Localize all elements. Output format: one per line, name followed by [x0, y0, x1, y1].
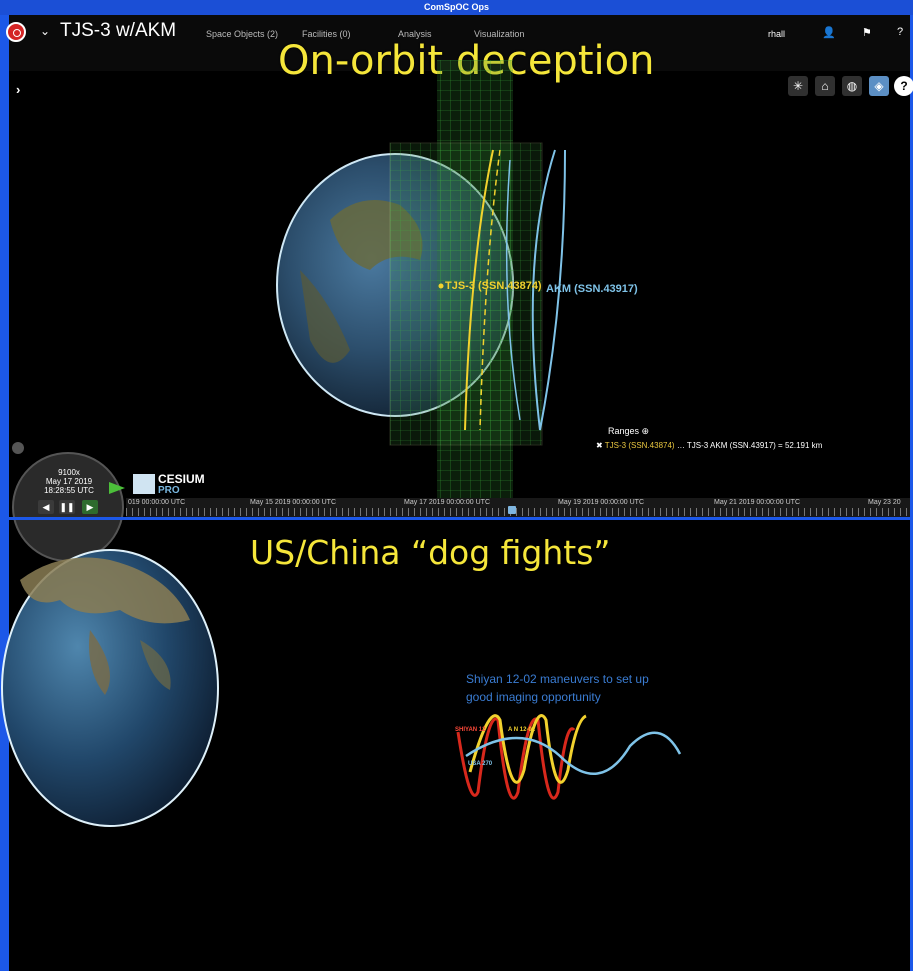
timeline-label: May 17 2019 00:00:00 UTC [404, 499, 490, 506]
clock-settings-icon[interactable] [12, 442, 24, 454]
shuttle-ring-icon[interactable] [109, 478, 131, 498]
menu-space-objects[interactable]: Space Objects (2) [206, 29, 279, 39]
orbit-usa270 [465, 731, 682, 776]
orbit-akm-2 [505, 159, 521, 421]
timeline-label: May 23 20 [868, 499, 901, 506]
land-asia [20, 557, 190, 624]
help-icon[interactable]: ? [897, 26, 904, 38]
clock-readout: 9100x May 17 2019 18:28:55 UTC [44, 468, 94, 495]
user-icon[interactable]: 👤 [822, 27, 836, 39]
sun-icon[interactable]: ✳ [788, 76, 808, 96]
menu-facilities[interactable]: Facilities (0) [302, 29, 351, 39]
close-icon[interactable]: ✖ [596, 441, 603, 450]
orbit-tjs3 [464, 149, 494, 431]
sat-label-akm[interactable]: AKM (SSN.43917) [546, 283, 638, 295]
help-button-icon[interactable]: ? [894, 76, 913, 96]
bottom-overlay-title: US/China “dog fights” [250, 533, 611, 572]
timeline-label: May 19 2019 00:00:00 UTC [558, 499, 644, 506]
panel-divider [0, 517, 913, 520]
home-icon[interactable]: ⌂ [815, 76, 835, 96]
globe-scene [276, 60, 566, 518]
add-range-icon[interactable]: ⊕ [641, 426, 650, 436]
timeline-label: May 21 2019 00:00:00 UTC [714, 499, 800, 506]
sat-tjs3-marker [438, 283, 444, 289]
play-icon[interactable]: ▶ [82, 500, 98, 514]
menu-analysis[interactable]: Analysis [398, 29, 432, 39]
timeline-label: 019 00:00:00 UTC [128, 499, 186, 506]
label-shiyan-b[interactable]: A N 12-02 [508, 727, 536, 733]
target-logo-icon[interactable] [6, 22, 26, 42]
timeline-ticks [126, 508, 910, 516]
ranges-title: Ranges ⊕ [608, 426, 650, 436]
scenario-title[interactable]: TJS-3 w/AKM [60, 20, 177, 41]
sat-label-tjs3[interactable]: TJS-3 (SSN.43874) [445, 280, 542, 292]
step-back-icon[interactable]: ◀ [38, 500, 54, 514]
layers-icon[interactable]: ◈ [869, 76, 889, 96]
maneuver-annotation: Shiyan 12-02 maneuvers to set up good im… [466, 672, 649, 704]
bottom-scene [1, 549, 682, 827]
land-india [89, 630, 110, 695]
orbit-akm [531, 149, 566, 431]
sidebar-expand-icon[interactable]: › [16, 82, 21, 97]
cesium-brand: CESIUM PRO [158, 472, 205, 496]
timeline[interactable]: 019 00:00:00 UTC May 15 2019 00:00:00 UT… [126, 498, 910, 518]
window-title: ComSpOC Ops [0, 0, 913, 15]
orbit-shiyan-red [456, 717, 576, 800]
username[interactable]: rhall [768, 29, 786, 39]
chevron-down-icon[interactable]: ⌄ [40, 24, 51, 38]
orbit-tjs3-dashed [479, 149, 501, 431]
timeline-scrubber[interactable] [508, 506, 516, 514]
globe-icon[interactable]: ◍ [842, 76, 862, 96]
land-south [300, 270, 350, 363]
label-usa[interactable]: USA 270 [468, 761, 493, 767]
range-entry: ✖ TJS-3 (SSN.43874) … TJS-3 AKM (SSN.439… [596, 441, 823, 450]
label-shiyan-a[interactable]: SHIYAN 12 [455, 727, 486, 733]
menu-visualization[interactable]: Visualization [474, 29, 525, 39]
flag-icon[interactable]: ⚑ [862, 27, 872, 39]
timeline-label: May 15 2019 00:00:00 UTC [250, 499, 336, 506]
pause-icon[interactable]: ❚❚ [59, 500, 75, 514]
orbit-shiyan-yellow [468, 714, 587, 784]
cesium-logo-icon [133, 474, 155, 494]
